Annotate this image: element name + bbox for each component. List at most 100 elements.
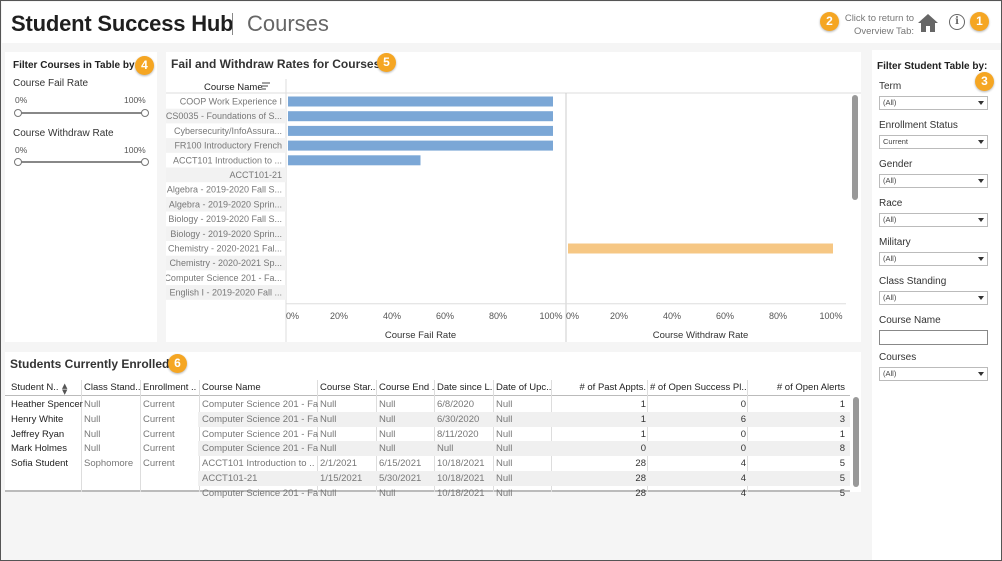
category-label: ACCT101-21 <box>229 170 282 180</box>
courses-dropdown[interactable]: (All) <box>879 367 988 381</box>
table-cell-upcoming: Null <box>496 458 513 470</box>
category-label: Algebra - 2019-2020 Sprin... <box>169 199 282 209</box>
column-header[interactable]: # of Past Appts. <box>579 382 646 393</box>
column-header[interactable]: Class Stand.. <box>84 382 140 393</box>
table-row[interactable]: Henry White Null Current Computer Science 2… <box>5 411 850 427</box>
fail-rate-bar <box>288 125 553 136</box>
chart-scrollbar[interactable] <box>852 95 858 200</box>
table-cell-alerts: 3 <box>839 413 845 425</box>
withdraw-rate-slider[interactable] <box>14 158 149 166</box>
table-cell-alerts: 1 <box>839 428 845 440</box>
table-row[interactable]: Computer Science 201 - Fa.. Null Null 10/18… <box>5 486 850 501</box>
title-separator <box>232 13 233 35</box>
x-tick-label: 100% <box>819 311 842 321</box>
row-shade <box>198 441 850 457</box>
table-cell-student: Henry White <box>11 413 64 425</box>
enrollment-status-filter-label: Enrollment Status <box>879 120 958 131</box>
column-separator <box>434 380 435 492</box>
term-dropdown[interactable]: (All) <box>879 96 988 110</box>
category-row-shade <box>166 255 286 271</box>
table-row[interactable]: Heather Spencer Null Current Computer Scien… <box>5 397 850 412</box>
table-cell-alerts: 5 <box>839 487 845 499</box>
table-row[interactable]: Mark Holmes Null Current Computer Science 2… <box>5 441 850 457</box>
column-separator <box>376 380 377 492</box>
column-header[interactable]: Enrollment .. <box>143 382 197 393</box>
sort-icon[interactable]: ▲▼ <box>62 382 68 396</box>
column-header[interactable]: Course Name <box>202 382 261 393</box>
table-cell-upcoming: Null <box>496 443 513 455</box>
info-icon[interactable]: i <box>949 14 965 30</box>
table-cell-alerts: 5 <box>839 458 845 470</box>
table-cell-end: 5/30/2021 <box>379 473 422 484</box>
home-icon[interactable] <box>918 14 938 32</box>
course-name-filter-label: Course Name <box>879 315 941 326</box>
table-cell-alerts: 5 <box>839 473 845 484</box>
table-cell-start: Null <box>320 399 337 410</box>
gender-dropdown[interactable]: (All) <box>879 174 988 188</box>
table-row[interactable]: Jeffrey Ryan Null Current Computer Science … <box>5 427 850 442</box>
column-header[interactable]: Date of Upc.. <box>496 382 552 393</box>
race-dropdown[interactable]: (All) <box>879 213 988 227</box>
category-row-shade <box>166 226 286 241</box>
category-row-shade <box>166 108 286 124</box>
table-cell-course: Computer Science 201 - Fa.. <box>202 443 318 455</box>
table-cell-end: 6/15/2021 <box>379 458 422 470</box>
x-tick-label: 0% <box>286 311 299 321</box>
x-tick-label: 60% <box>716 311 734 321</box>
header: Student Success Hub Courses 2 Click to r… <box>2 2 1001 43</box>
chart-title: Fail and Withdraw Rates for Courses <box>171 57 381 71</box>
step-badge-2: 2 <box>820 12 839 31</box>
table-cell-student: Heather Spencer <box>11 399 83 410</box>
column-header[interactable]: # of Open Alerts <box>776 382 845 393</box>
category-label: FR100 Introductory French <box>174 141 282 151</box>
step-badge-3: 3 <box>975 72 994 91</box>
enrollment-status-dropdown[interactable]: Current <box>879 135 988 149</box>
table-cell-standing: Null <box>84 399 101 410</box>
class-standing-dropdown[interactable]: (All) <box>879 291 988 305</box>
table-cell-since: 10/18/2021 <box>437 473 485 484</box>
column-header[interactable]: Student N.. <box>11 382 59 393</box>
column-header[interactable]: Course Star.. <box>320 382 376 393</box>
withdraw-rate-label: Course Withdraw Rate <box>13 128 114 139</box>
column-separator <box>317 380 318 492</box>
table-cell-past: 0 <box>640 443 646 455</box>
table-cell-end: Null <box>379 428 396 440</box>
table-header: Student N.. Class Stand.. Enrollment .. Cou… <box>5 380 850 396</box>
courses-filter-label: Courses <box>879 352 917 363</box>
category-label: COOP Work Experience I <box>180 97 282 107</box>
military-dropdown-value: (All) <box>883 254 897 263</box>
column-header[interactable]: Date since L.. <box>437 382 493 393</box>
x-tick-label: 60% <box>436 311 454 321</box>
course-name-input[interactable] <box>879 330 988 345</box>
page-title: Courses <box>247 11 329 36</box>
slider-max-handle[interactable] <box>141 158 149 166</box>
row-header-label: Course Name <box>204 82 263 93</box>
military-dropdown[interactable]: (All) <box>879 252 988 266</box>
app-title: Student Success Hub <box>11 11 234 36</box>
courses-dropdown-value: (All) <box>883 369 897 378</box>
table-cell-enrollment: Current <box>143 428 175 440</box>
slider-max-handle[interactable] <box>141 109 149 117</box>
fail-rate-slider[interactable] <box>14 109 149 117</box>
class-standing-filter-label: Class Standing <box>879 276 947 287</box>
column-header[interactable]: # of Open Success Pl.. <box>650 382 746 393</box>
slider-min-handle[interactable] <box>14 109 22 117</box>
return-text-line-1: Click to return to <box>844 13 914 24</box>
slider-min-handle[interactable] <box>14 158 22 166</box>
table-cell-upcoming: Null <box>496 487 513 499</box>
table-row[interactable]: Sofia Student Sophomore Current ACCT101 Int… <box>5 456 850 471</box>
table-cell-since: 6/8/2020 <box>437 399 474 410</box>
column-header[interactable]: Course End .. <box>379 382 435 393</box>
table-cell-alerts: 8 <box>839 443 845 455</box>
table-cell-course: Computer Science 201 - Fa.. <box>202 428 318 440</box>
category-label: Biology - 2019-2020 Sprin... <box>170 229 282 239</box>
table-cell-standing: Sophomore <box>84 458 134 470</box>
table-scrollbar[interactable] <box>853 397 859 487</box>
category-label: Computer Science 201 - Fa... <box>166 273 282 283</box>
column-separator <box>551 380 552 492</box>
table-cell-standing: Null <box>84 413 101 425</box>
category-row-shade <box>166 138 286 153</box>
slider-track <box>18 112 145 114</box>
table-cell-enrollment: Current <box>143 458 175 470</box>
table-row[interactable]: ACCT101-21 1/15/2021 5/30/2021 10/18/2021 Nu… <box>5 471 850 486</box>
